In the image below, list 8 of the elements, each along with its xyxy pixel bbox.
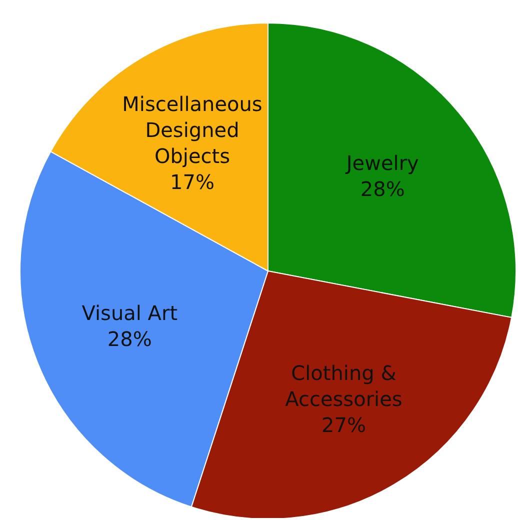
- data-label: 17%: [170, 170, 214, 194]
- data-label: 28%: [107, 326, 152, 351]
- data-label: 27%: [322, 413, 366, 438]
- slice-label: Miscellaneous Designed Objects: [122, 92, 262, 168]
- slice-label: Jewelry: [344, 151, 420, 176]
- data-label: 28%: [360, 177, 405, 202]
- slice-label: Clothing & Accessories: [285, 361, 402, 412]
- slice-label: Visual Art: [82, 300, 178, 325]
